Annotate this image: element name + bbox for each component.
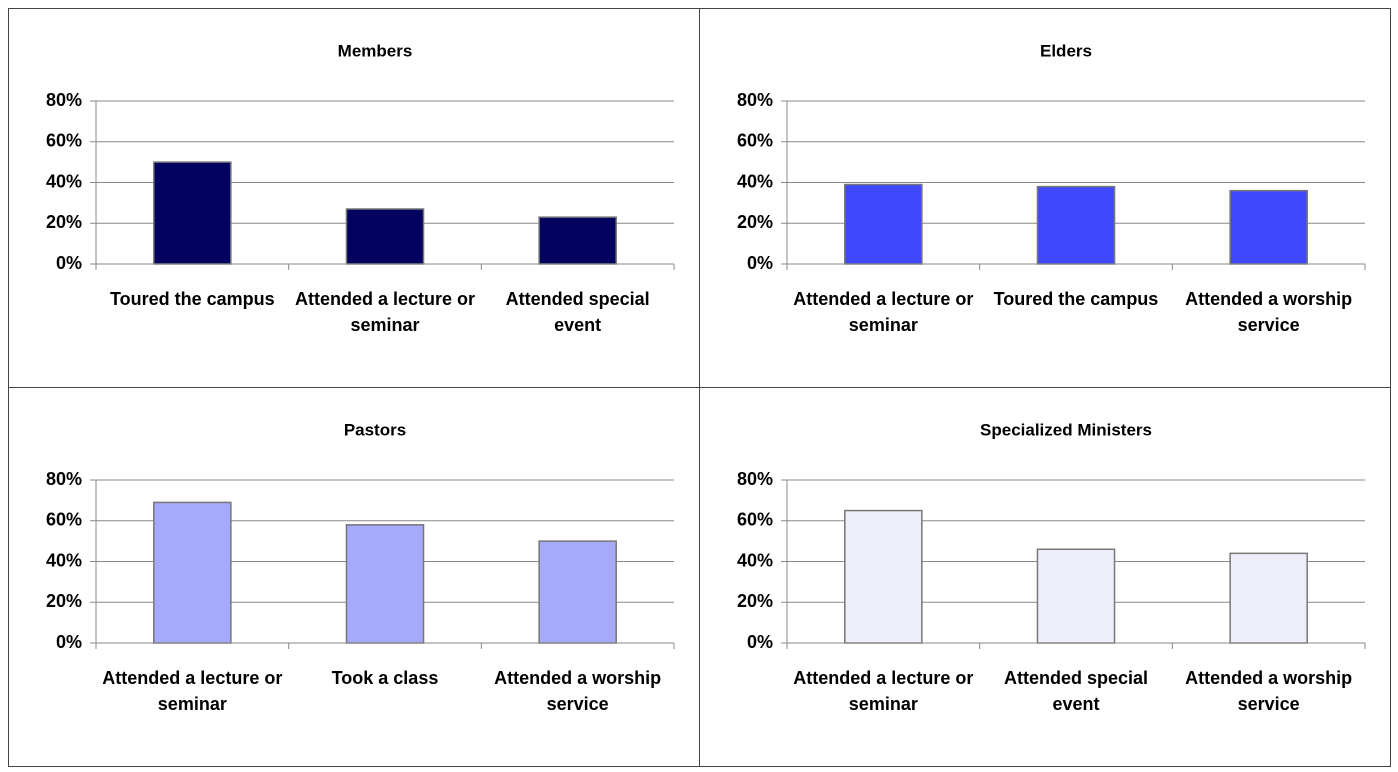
- y-tick-label: 0%: [747, 253, 773, 273]
- chart: Elders 0% 20% 40% 60% 80%: [737, 41, 1366, 273]
- bar: [345, 524, 425, 644]
- y-tick-label: 40%: [46, 550, 82, 570]
- y-tick-label: 40%: [737, 171, 773, 191]
- y-tick-label: 60%: [737, 131, 773, 151]
- chart: Members 0% 20% 40% 60% 80%: [46, 41, 675, 273]
- chart-title: Elders: [1040, 41, 1092, 60]
- y-tick-label: 20%: [737, 591, 773, 611]
- chart-title: Members: [338, 41, 413, 60]
- y-tick-label: 80%: [737, 90, 773, 110]
- chart-cell: Specialized Ministers 0% 20% 40% 60% 80% Atten…: [699, 387, 1391, 767]
- bar: [844, 509, 923, 644]
- bar: [1229, 189, 1308, 265]
- y-tick-label: 40%: [46, 171, 82, 191]
- x-tick-label: Toured the campus: [993, 289, 1159, 309]
- y-tick-label: 20%: [737, 212, 773, 232]
- bar: [1036, 548, 1116, 644]
- x-tick-label: Attended a worship service: [1185, 289, 1353, 335]
- y-tick-label: 60%: [46, 131, 82, 151]
- x-tick-label: Took a class: [331, 668, 439, 688]
- y-tick-label: 40%: [737, 550, 773, 570]
- bar: [153, 161, 232, 265]
- y-tick-label: 20%: [46, 591, 82, 611]
- x-tick-label: Attended special event: [1003, 668, 1148, 714]
- chart-grid: Members 0% 20% 40% 60% 80% Toured the campus At…: [8, 8, 1391, 767]
- x-tick-label: Attended a lecture or seminar: [102, 668, 283, 714]
- x-tick-label: Attended a worship service: [1185, 668, 1353, 714]
- chart-cell: Pastors 0% 20% 40% 60% 80% Attended a lecture …: [8, 387, 700, 767]
- bar: [153, 501, 232, 644]
- bar: [538, 540, 617, 644]
- chart-title: Pastors: [344, 420, 406, 439]
- y-tick-label: 60%: [737, 510, 773, 530]
- x-tick-label: Attended special event: [505, 289, 650, 335]
- x-tick-label: Attended a lecture or seminar: [294, 289, 475, 335]
- x-tick-label: Attended a lecture or seminar: [793, 668, 974, 714]
- y-tick-label: 20%: [46, 212, 82, 232]
- y-tick-label: 80%: [46, 469, 82, 489]
- y-tick-label: 80%: [46, 90, 82, 110]
- bar: [345, 208, 425, 265]
- bar: [1229, 552, 1308, 644]
- chart: Specialized Ministers 0% 20% 40% 60% 80%: [737, 420, 1366, 652]
- chart: Pastors 0% 20% 40% 60% 80%: [46, 420, 675, 652]
- bar: [844, 183, 923, 265]
- x-tick-label: Attended a lecture or seminar: [793, 289, 974, 335]
- y-tick-label: 0%: [56, 253, 82, 273]
- y-tick-label: 0%: [747, 632, 773, 652]
- chart-cell: Elders 0% 20% 40% 60% 80% Attended a lecture o…: [699, 8, 1391, 388]
- x-tick-label: Toured the campus: [109, 289, 275, 309]
- x-tick-label: Attended a worship service: [494, 668, 662, 714]
- y-tick-label: 60%: [46, 510, 82, 530]
- y-tick-label: 80%: [737, 469, 773, 489]
- y-tick-label: 0%: [56, 632, 82, 652]
- chart-cell: Members 0% 20% 40% 60% 80% Toured the campus At…: [8, 8, 700, 388]
- chart-title: Specialized Ministers: [980, 420, 1152, 439]
- bar: [538, 216, 617, 265]
- bar: [1036, 185, 1116, 265]
